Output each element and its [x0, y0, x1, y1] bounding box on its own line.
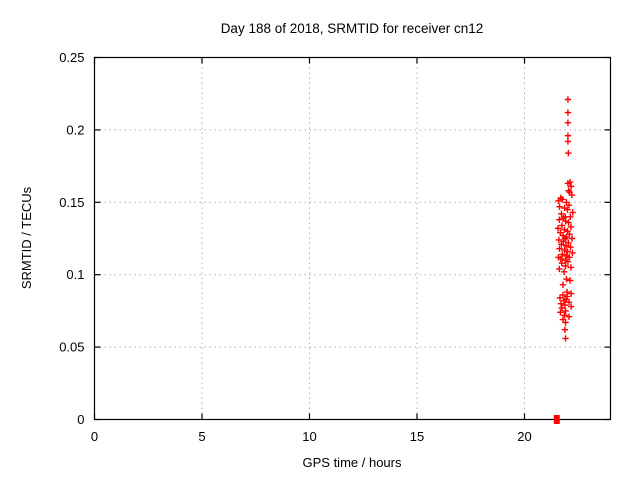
- x-tick-label: 10: [302, 429, 316, 444]
- data-point-plus: [566, 254, 573, 261]
- data-point-plus: [564, 96, 572, 103]
- data-point-plus: [568, 235, 576, 242]
- axes: 0 5 10 15 20 0 0.05 0.1 0.15 0.2 0.25: [59, 50, 612, 444]
- y-tick-label: 0.05: [59, 340, 84, 355]
- data-point-plus: [567, 213, 574, 220]
- y-tick-label: 0.25: [59, 50, 84, 65]
- data-point-plus: [568, 191, 575, 199]
- data-point-plus: [559, 281, 567, 289]
- data-point-plus: [556, 245, 563, 252]
- y-axis-label: SRMTID / TECUs: [19, 186, 34, 289]
- data-point-plus: [558, 241, 565, 248]
- data-point-plus: [562, 242, 570, 249]
- data-point-plus: [567, 303, 575, 310]
- data-point-plus: [567, 290, 575, 297]
- data-point-plus: [569, 209, 576, 216]
- y-tick-label: 0: [77, 412, 84, 427]
- data-point-plus: [565, 149, 572, 157]
- data-point-plus: [562, 262, 569, 270]
- data-point-plus: [556, 216, 563, 223]
- data-point-plus: [563, 275, 570, 283]
- data-point-plus: [558, 210, 565, 218]
- data-point-square: [553, 415, 560, 424]
- data-point-plus: [558, 304, 566, 312]
- data-point-plus: [557, 309, 564, 316]
- data-point-plus: [555, 236, 563, 244]
- data-point-plus: [565, 313, 573, 320]
- data-point-plus: [557, 255, 565, 262]
- data-point-plus: [562, 335, 569, 342]
- data-point-plus: [561, 301, 569, 309]
- data-point-plus: [564, 138, 572, 145]
- data-point-plus: [559, 291, 567, 299]
- y-tick-label: 0.15: [59, 195, 84, 210]
- y-tick-label: 0.2: [66, 122, 84, 137]
- data-point-plus: [554, 225, 562, 232]
- data-point-plus: [556, 203, 563, 210]
- data-point-plus: [567, 264, 575, 271]
- data-point-plus: [565, 219, 572, 226]
- data-point-plus: [556, 265, 563, 273]
- data-point-plus: [564, 180, 572, 187]
- data-point-plus: [567, 183, 575, 190]
- data-point-plus: [567, 243, 574, 251]
- data-point-plus: [559, 251, 566, 258]
- data-point-plus: [565, 299, 573, 306]
- chart-title: Day 188 of 2018, SRMTID for receiver cn1…: [221, 21, 484, 36]
- data-point-plus: [557, 300, 565, 307]
- data-point-plus: [566, 277, 574, 284]
- data-point-plus: [564, 119, 572, 126]
- data-point-plus: [569, 249, 576, 257]
- data-point-plus: [563, 252, 570, 260]
- x-tick-label: 0: [91, 429, 98, 444]
- data-point-plus: [556, 294, 564, 302]
- data-point-plus: [564, 109, 572, 116]
- data-point-plus: [561, 312, 568, 319]
- data-point-plus: [559, 196, 566, 203]
- data-point-plus: [567, 223, 575, 231]
- data-point-plus: [555, 197, 562, 205]
- data-point-plus: [562, 307, 569, 315]
- data-point-plus: [561, 326, 569, 333]
- data-point-plus: [560, 297, 568, 304]
- x-tick-label: 20: [517, 429, 531, 444]
- data-point-plus: [566, 230, 573, 238]
- x-tick-label: 15: [410, 429, 424, 444]
- x-axis-label: GPS time / hours: [303, 455, 402, 470]
- plot-border: [93, 56, 612, 421]
- data-point-plus: [563, 293, 571, 300]
- data-point-plus: [564, 206, 571, 213]
- data-points: [553, 96, 576, 424]
- gridlines: [94, 57, 611, 420]
- data-point-plus: [558, 222, 566, 229]
- data-point-plus: [558, 259, 566, 267]
- data-point-plus: [560, 268, 568, 276]
- data-point-plus: [564, 258, 572, 265]
- data-point-plus: [564, 248, 571, 255]
- data-point-plus: [565, 201, 573, 209]
- data-point-plus: [562, 319, 569, 326]
- data-point-plus: [564, 132, 572, 139]
- y-tick-label: 0.1: [66, 267, 84, 282]
- x-tick-label: 5: [198, 429, 205, 444]
